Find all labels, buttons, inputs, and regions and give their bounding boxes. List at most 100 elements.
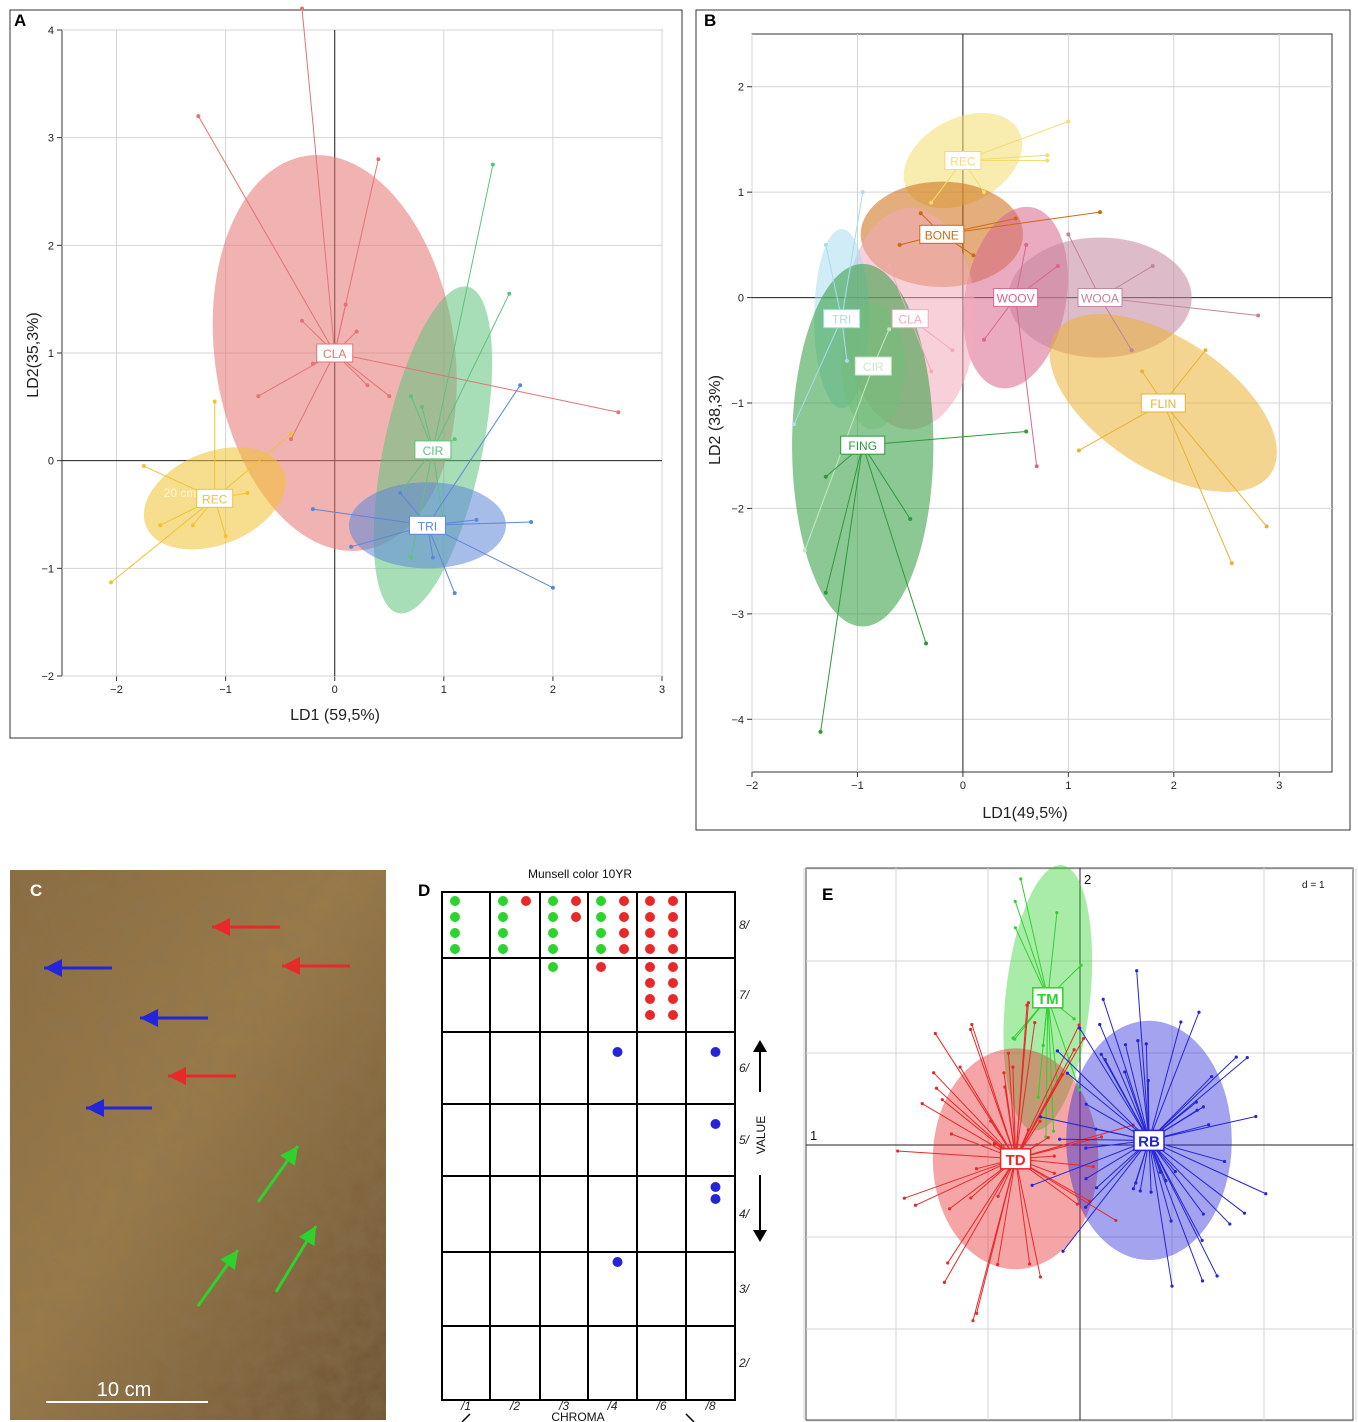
- panel-e-point-rb: [1078, 1026, 1082, 1030]
- green-arrow-head: [298, 1226, 316, 1247]
- b-point-flin: [1076, 448, 1081, 453]
- a-point-cla: [376, 157, 381, 162]
- b-point-fing: [818, 729, 823, 734]
- panel-e-scale-note: d = 1: [1302, 880, 1325, 891]
- panel-e-axis1-label: 1: [810, 1128, 817, 1143]
- panel-e-point-rb: [1200, 1279, 1205, 1283]
- b-point-woov: [1024, 242, 1029, 247]
- a-xtick-label: 3: [659, 684, 665, 696]
- munsell-title: Munsell color 10YR: [528, 867, 632, 881]
- panel-e-star-line-rb: [1040, 1116, 1150, 1141]
- panel-e-point-td: [1026, 1001, 1031, 1005]
- panel-e-star-line-td: [1015, 1022, 1036, 1159]
- chroma-indicator: CHROMA: [461, 1410, 695, 1422]
- panel-e-point-rb: [1094, 1186, 1099, 1190]
- a-point-cir: [420, 404, 424, 409]
- b-star-line-tri: [841, 192, 864, 319]
- b-label-box-flin: [1140, 393, 1186, 413]
- munsell-dot-green: [498, 912, 508, 922]
- panel-e-star-line-rb: [1148, 1057, 1248, 1141]
- panel-e-letter: E: [822, 885, 833, 904]
- b-point-woov: [1055, 263, 1060, 268]
- panel-e-point-td: [971, 1318, 975, 1323]
- panel-e-star-line-rb: [1136, 970, 1150, 1141]
- panel-e-star-line-td: [947, 1158, 1017, 1264]
- a-ytick-label: 0: [48, 456, 54, 468]
- b-point-woov: [982, 337, 986, 342]
- b-point-wooa: [1129, 348, 1134, 353]
- b-point-bone: [918, 211, 923, 216]
- panel-e-star-line-rb: [1148, 1140, 1231, 1225]
- panel-e-star-line-tm: [1014, 927, 1049, 999]
- munsell-dot-red: [619, 912, 629, 922]
- a-star-line-cir: [432, 449, 445, 526]
- panel-e-point-rb: [1201, 1105, 1205, 1109]
- panel-e-point-rb: [1058, 1137, 1062, 1141]
- panel-b-ylabel: LD2 (38,3%): [707, 375, 724, 465]
- panel-e-point-td: [969, 1196, 973, 1200]
- panel-e-star-line-rb: [1031, 1139, 1150, 1186]
- panel-e-star-line-td: [1007, 1053, 1017, 1159]
- panel-e-point-rb: [1207, 1123, 1211, 1127]
- a-point-rec: [289, 431, 294, 436]
- panel-e-star-line-rb: [1148, 1056, 1237, 1141]
- munsell-dot-blue: [612, 1257, 623, 1267]
- panel-e-point-rb: [1099, 1052, 1103, 1056]
- green-arrow-head: [220, 1250, 238, 1270]
- panel-e-point-rb: [1123, 1043, 1128, 1047]
- blue-arrow-head: [86, 1099, 104, 1117]
- b-star-line-bone: [941, 211, 1101, 235]
- panel-e-star-line-td: [1015, 1158, 1117, 1221]
- munsell-value-label: 5/: [739, 1133, 751, 1147]
- b-label-box-fing: [840, 435, 886, 455]
- b-point-fing: [1024, 429, 1029, 434]
- munsell-value-label: 6/: [739, 1061, 751, 1075]
- a-star-line-cla: [290, 352, 336, 440]
- panel-e-point-rb: [1123, 1070, 1127, 1074]
- a-label-box-cir: [414, 440, 452, 460]
- panel-e-point-td: [970, 1022, 974, 1027]
- panel-e-point-td: [902, 1196, 906, 1200]
- b-point-tri: [860, 190, 865, 195]
- b-label-box-woov: [993, 288, 1039, 308]
- panel-e-star-line-td: [1015, 1124, 1134, 1160]
- panel-e-star-line-td: [997, 1158, 1017, 1265]
- panel-e-star-line-tm: [1020, 878, 1049, 998]
- panel-e-point-td: [934, 1086, 939, 1090]
- panel-e-point-td: [958, 1065, 962, 1069]
- panel-e-star-line-td: [944, 1158, 1017, 1283]
- panel-e-point-tm: [1072, 1017, 1076, 1021]
- b-ytick-label: 0: [738, 293, 744, 305]
- b-point-fing: [823, 590, 828, 595]
- panel-e-point-td: [1072, 1048, 1076, 1052]
- a-point-cla: [310, 361, 315, 366]
- munsell-dot-blue: [710, 1119, 721, 1129]
- panel-e-point-td: [1002, 1071, 1006, 1075]
- panel-e-star-line-rb: [1100, 1054, 1150, 1141]
- a-point-tri: [452, 591, 457, 596]
- a-star-line-cir: [432, 164, 494, 451]
- b-star-line-fing: [862, 445, 927, 644]
- panel-d-letter: D: [418, 881, 430, 900]
- panel-e-star-line-td: [934, 1033, 1017, 1160]
- panel-e-point-td: [1077, 1023, 1081, 1027]
- panel-e-point-td: [1038, 1119, 1042, 1123]
- panel-e-star-line-tm: [1047, 997, 1058, 1082]
- a-point-cla: [289, 437, 294, 442]
- panel-e-star-line-rb: [1057, 1050, 1150, 1141]
- a-ytick-label: 1: [48, 348, 54, 360]
- panel-e-point-rb: [1245, 1055, 1249, 1060]
- b-point-cla: [887, 263, 892, 268]
- b-point-cla: [950, 348, 955, 353]
- munsell-dot-red: [521, 896, 531, 906]
- panel-e-point-td: [1099, 1135, 1104, 1139]
- panel-e-point-td: [1038, 1275, 1043, 1279]
- panel-e-point-td: [974, 1167, 979, 1171]
- b-star-line-fing: [862, 430, 1027, 446]
- a-star-line-rec: [110, 497, 216, 583]
- rock-texture: [10, 870, 386, 1420]
- a-point-cla: [387, 394, 392, 399]
- munsell-chroma-label: /8: [704, 1399, 715, 1413]
- panel-e-point-td: [968, 1027, 973, 1032]
- panel-b-plot: −2 −1 0 1 2 3 −4 −3 −2 −1 0 1 2 REC BONE WOOV WOOA CLA FLI…: [731, 33, 1333, 792]
